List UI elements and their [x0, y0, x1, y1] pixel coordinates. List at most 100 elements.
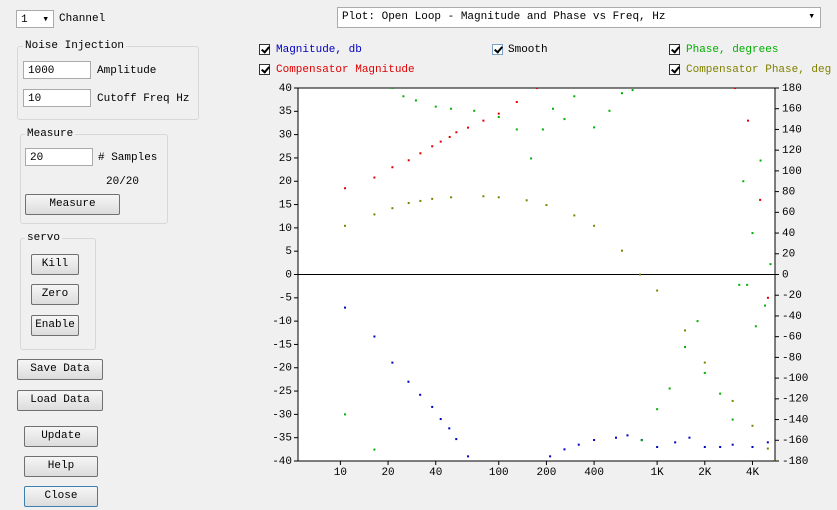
data-point [631, 89, 634, 92]
y2-tick-label: -100 [782, 373, 808, 385]
data-point [573, 214, 576, 217]
help-button[interactable]: Help [24, 456, 98, 477]
cutoff-input[interactable]: 10 [23, 89, 91, 107]
data-point [515, 128, 518, 131]
amplitude-input[interactable]: 1000 [23, 61, 91, 79]
data-point [703, 371, 706, 374]
y2-tick-label: -160 [782, 435, 808, 447]
data-point [731, 418, 734, 421]
data-point [626, 434, 629, 437]
data-point [563, 448, 566, 451]
series-checkbox[interactable] [669, 44, 680, 55]
y-tick-label: -15 [272, 339, 292, 351]
data-point [439, 140, 442, 143]
smooth-label: Smooth [508, 44, 548, 56]
legend-label: Phase, degrees [686, 44, 779, 56]
y2-tick-label: 140 [782, 124, 802, 136]
data-point [373, 213, 376, 216]
series-checkbox[interactable] [259, 64, 270, 75]
enable-button[interactable]: Enable [31, 315, 79, 336]
measure-button[interactable]: Measure [25, 194, 120, 215]
y2-tick-label: 20 [782, 249, 795, 261]
data-point [344, 224, 347, 227]
data-point [467, 126, 470, 129]
y-tick-label: 30 [279, 130, 292, 142]
y-tick-label: 25 [279, 153, 292, 165]
smooth-checkbox[interactable] [492, 44, 503, 55]
data-point [738, 283, 741, 286]
data-point [620, 92, 623, 95]
data-point [754, 325, 757, 328]
data-point [391, 207, 394, 210]
samples-input[interactable]: 20 [25, 148, 93, 166]
data-point [467, 455, 470, 458]
y2-tick-label: -120 [782, 394, 808, 406]
data-point [696, 320, 699, 323]
data-point [473, 109, 476, 112]
amplitude-label: Amplitude [97, 65, 157, 77]
close-button[interactable]: Close [24, 486, 98, 507]
data-point [766, 441, 769, 444]
data-point [759, 159, 762, 162]
legend-label: Compensator Phase, deg [686, 64, 832, 76]
save-button[interactable]: Save Data [17, 359, 103, 380]
plot-select[interactable]: Plot: Open Loop - Magnitude and Phase vs… [337, 7, 821, 28]
data-point [525, 199, 528, 202]
group-title: servo [25, 232, 63, 244]
data-point [419, 393, 422, 396]
data-point [530, 157, 533, 160]
data-point [719, 446, 722, 449]
data-point [774, 460, 775, 461]
data-point [497, 116, 500, 119]
data-point [593, 439, 596, 442]
data-point [545, 204, 548, 207]
data-point [615, 436, 618, 439]
y-tick-label: -30 [272, 409, 292, 421]
data-point [344, 413, 347, 416]
data-point [593, 224, 596, 227]
data-point [764, 304, 767, 307]
update-button[interactable]: Update [24, 426, 98, 447]
data-point [373, 176, 376, 179]
data-point [407, 159, 410, 162]
zero-button[interactable]: Zero [31, 284, 79, 305]
data-point [549, 455, 552, 458]
data-point [482, 195, 485, 198]
data-point [688, 436, 691, 439]
data-point [773, 460, 775, 461]
y-tick-label: -10 [272, 316, 292, 328]
data-point [656, 289, 659, 292]
data-point [608, 109, 611, 112]
y2-tick-label: -60 [782, 332, 802, 344]
series-checkbox[interactable] [669, 64, 680, 75]
data-point [640, 439, 643, 442]
legend-label: Compensator Magnitude [276, 64, 415, 76]
data-point [344, 187, 347, 190]
group-title: Noise Injection [23, 40, 127, 52]
y-tick-label: 5 [285, 246, 292, 258]
data-point [391, 361, 394, 364]
channel-select[interactable]: 1 ▾ [16, 10, 54, 28]
x-tick-label: 4K [746, 467, 760, 479]
legend-label: Magnitude, db [276, 44, 362, 56]
data-point [450, 107, 453, 110]
data-point [759, 198, 762, 201]
data-point [407, 202, 410, 205]
data-point [515, 100, 518, 103]
load-button[interactable]: Load Data [17, 390, 103, 411]
y2-tick-label: 40 [782, 228, 795, 240]
y-tick-label: 10 [279, 223, 292, 235]
plot-area [297, 87, 776, 462]
data-point [751, 232, 754, 235]
series-checkbox[interactable] [259, 44, 270, 55]
data-point [640, 439, 643, 442]
data-point [668, 387, 671, 390]
y2-tick-label: -180 [782, 456, 808, 468]
kill-button[interactable]: Kill [31, 254, 79, 275]
x-tick-label: 200 [537, 467, 557, 479]
y2-tick-label: 0 [782, 269, 789, 281]
data-point [656, 446, 659, 449]
x-tick-label: 20 [381, 467, 394, 479]
noise-group [17, 46, 199, 120]
y2-tick-label: 100 [782, 166, 802, 178]
